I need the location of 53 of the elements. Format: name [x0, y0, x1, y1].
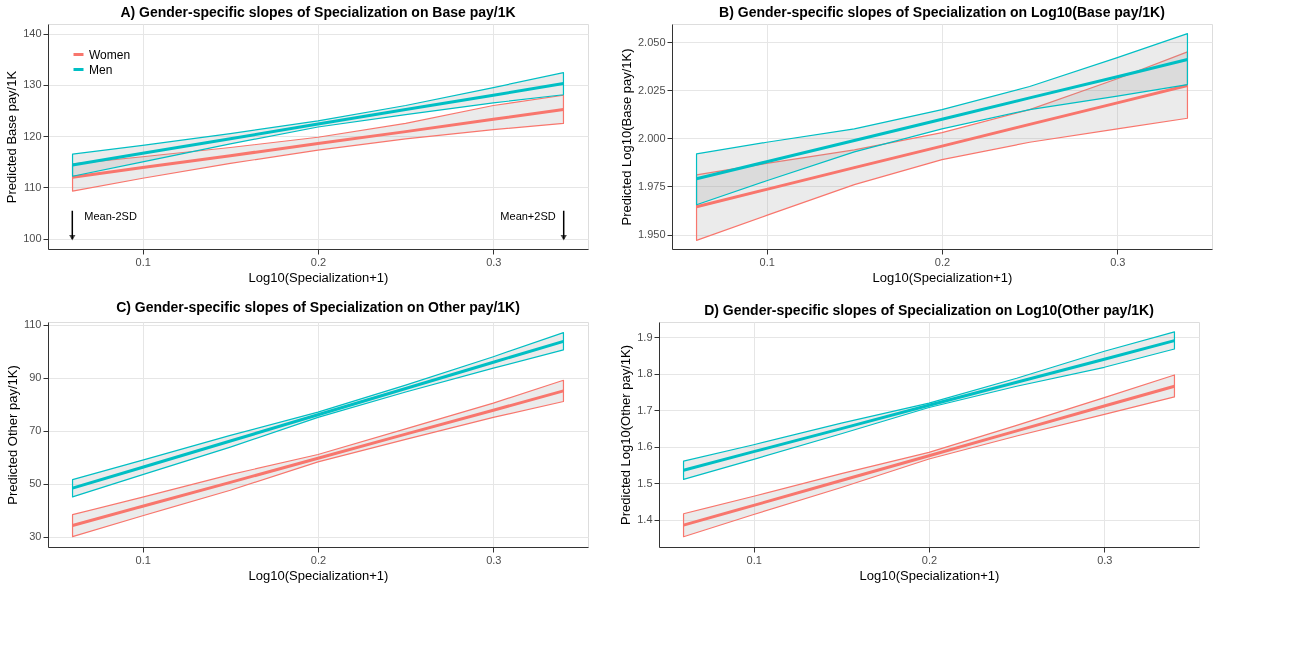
y-tick-label: 110 [23, 181, 42, 193]
y-tick-label: 1.8 [637, 367, 653, 380]
y-tick-label: 50 [29, 477, 42, 490]
chart-title: C) Gender-specific slopes of Specialization on Other pay/1K) [116, 298, 520, 315]
x-tick-label: 0.2 [310, 255, 327, 268]
y-tick-label: 1.4 [637, 513, 653, 526]
legend-label: Women [89, 47, 131, 62]
x-tick-label: 0.1 [759, 255, 775, 268]
y-tick-label: 30 [29, 530, 42, 543]
x-tick-label: 0.1 [135, 553, 151, 566]
y-tick-label: 140 [23, 27, 42, 40]
annotation: Mean-2SD [84, 209, 137, 222]
legend-label: Men [89, 62, 113, 77]
y-tick-label: 90 [29, 371, 42, 384]
y-tick-label: 1.975 [637, 180, 666, 192]
x-tick-label: 0.3 [1097, 553, 1113, 566]
x-axis-title: Log10(Specialization+1) [859, 567, 1000, 583]
y-tick-label: 1.9 [637, 330, 653, 343]
line-series [695, 58, 1189, 181]
y-tick-label: 1.7 [637, 403, 653, 416]
y-axis-title: Predicted Log10(Base pay/1K) [618, 48, 634, 226]
x-tick-label: 0.1 [746, 553, 762, 566]
chart-title: B) Gender-specific slopes of Specialization on Log10(Base pay/1K) [719, 4, 1165, 20]
y-tick-label: 1.950 [637, 228, 666, 241]
x-axis-title: Log10(Specialization+1) [248, 269, 389, 285]
line-series [695, 84, 1189, 209]
chart-title: A) Gender-specific slopes of Specialization on Base pay/1K [120, 4, 516, 20]
y-tick-label: 130 [23, 78, 42, 91]
y-tick-label: 70 [29, 424, 42, 437]
y-axis-title: Predicted Base pay/1K [4, 70, 20, 204]
y-tick-label: 120 [23, 129, 42, 142]
x-tick-label: 0.2 [934, 255, 951, 268]
y-tick-label: 110 [23, 318, 42, 331]
x-tick-label: 0.3 [1110, 255, 1126, 268]
x-tick-label: 0.2 [310, 553, 327, 566]
annotation: Mean+2SD [500, 209, 556, 222]
x-tick-label: 0.1 [135, 255, 151, 268]
y-tick-label: 2.050 [637, 35, 666, 48]
y-tick-label: 1.6 [637, 440, 653, 453]
y-tick-label: 100 [23, 232, 42, 245]
x-tick-label: 0.3 [486, 553, 502, 566]
x-axis-title: Log10(Specialization+1) [872, 269, 1013, 285]
x-tick-label: 0.2 [921, 553, 938, 566]
y-tick-label: 2.025 [637, 83, 666, 96]
chart-title: D) Gender-specific slopes of Specialization on Log10(Other pay/1K) [704, 302, 1154, 318]
y-axis-title: Predicted Log10(Other pay/1K) [618, 345, 634, 525]
y-tick-label: 2.000 [637, 131, 666, 144]
y-axis-title: Predicted Other pay/1K) [4, 365, 20, 505]
line-series [71, 108, 565, 179]
x-tick-label: 0.3 [486, 255, 502, 268]
y-tick-label: 1.5 [637, 476, 653, 489]
line-series [71, 81, 565, 167]
x-axis-title: Log10(Specialization+1) [248, 567, 389, 583]
